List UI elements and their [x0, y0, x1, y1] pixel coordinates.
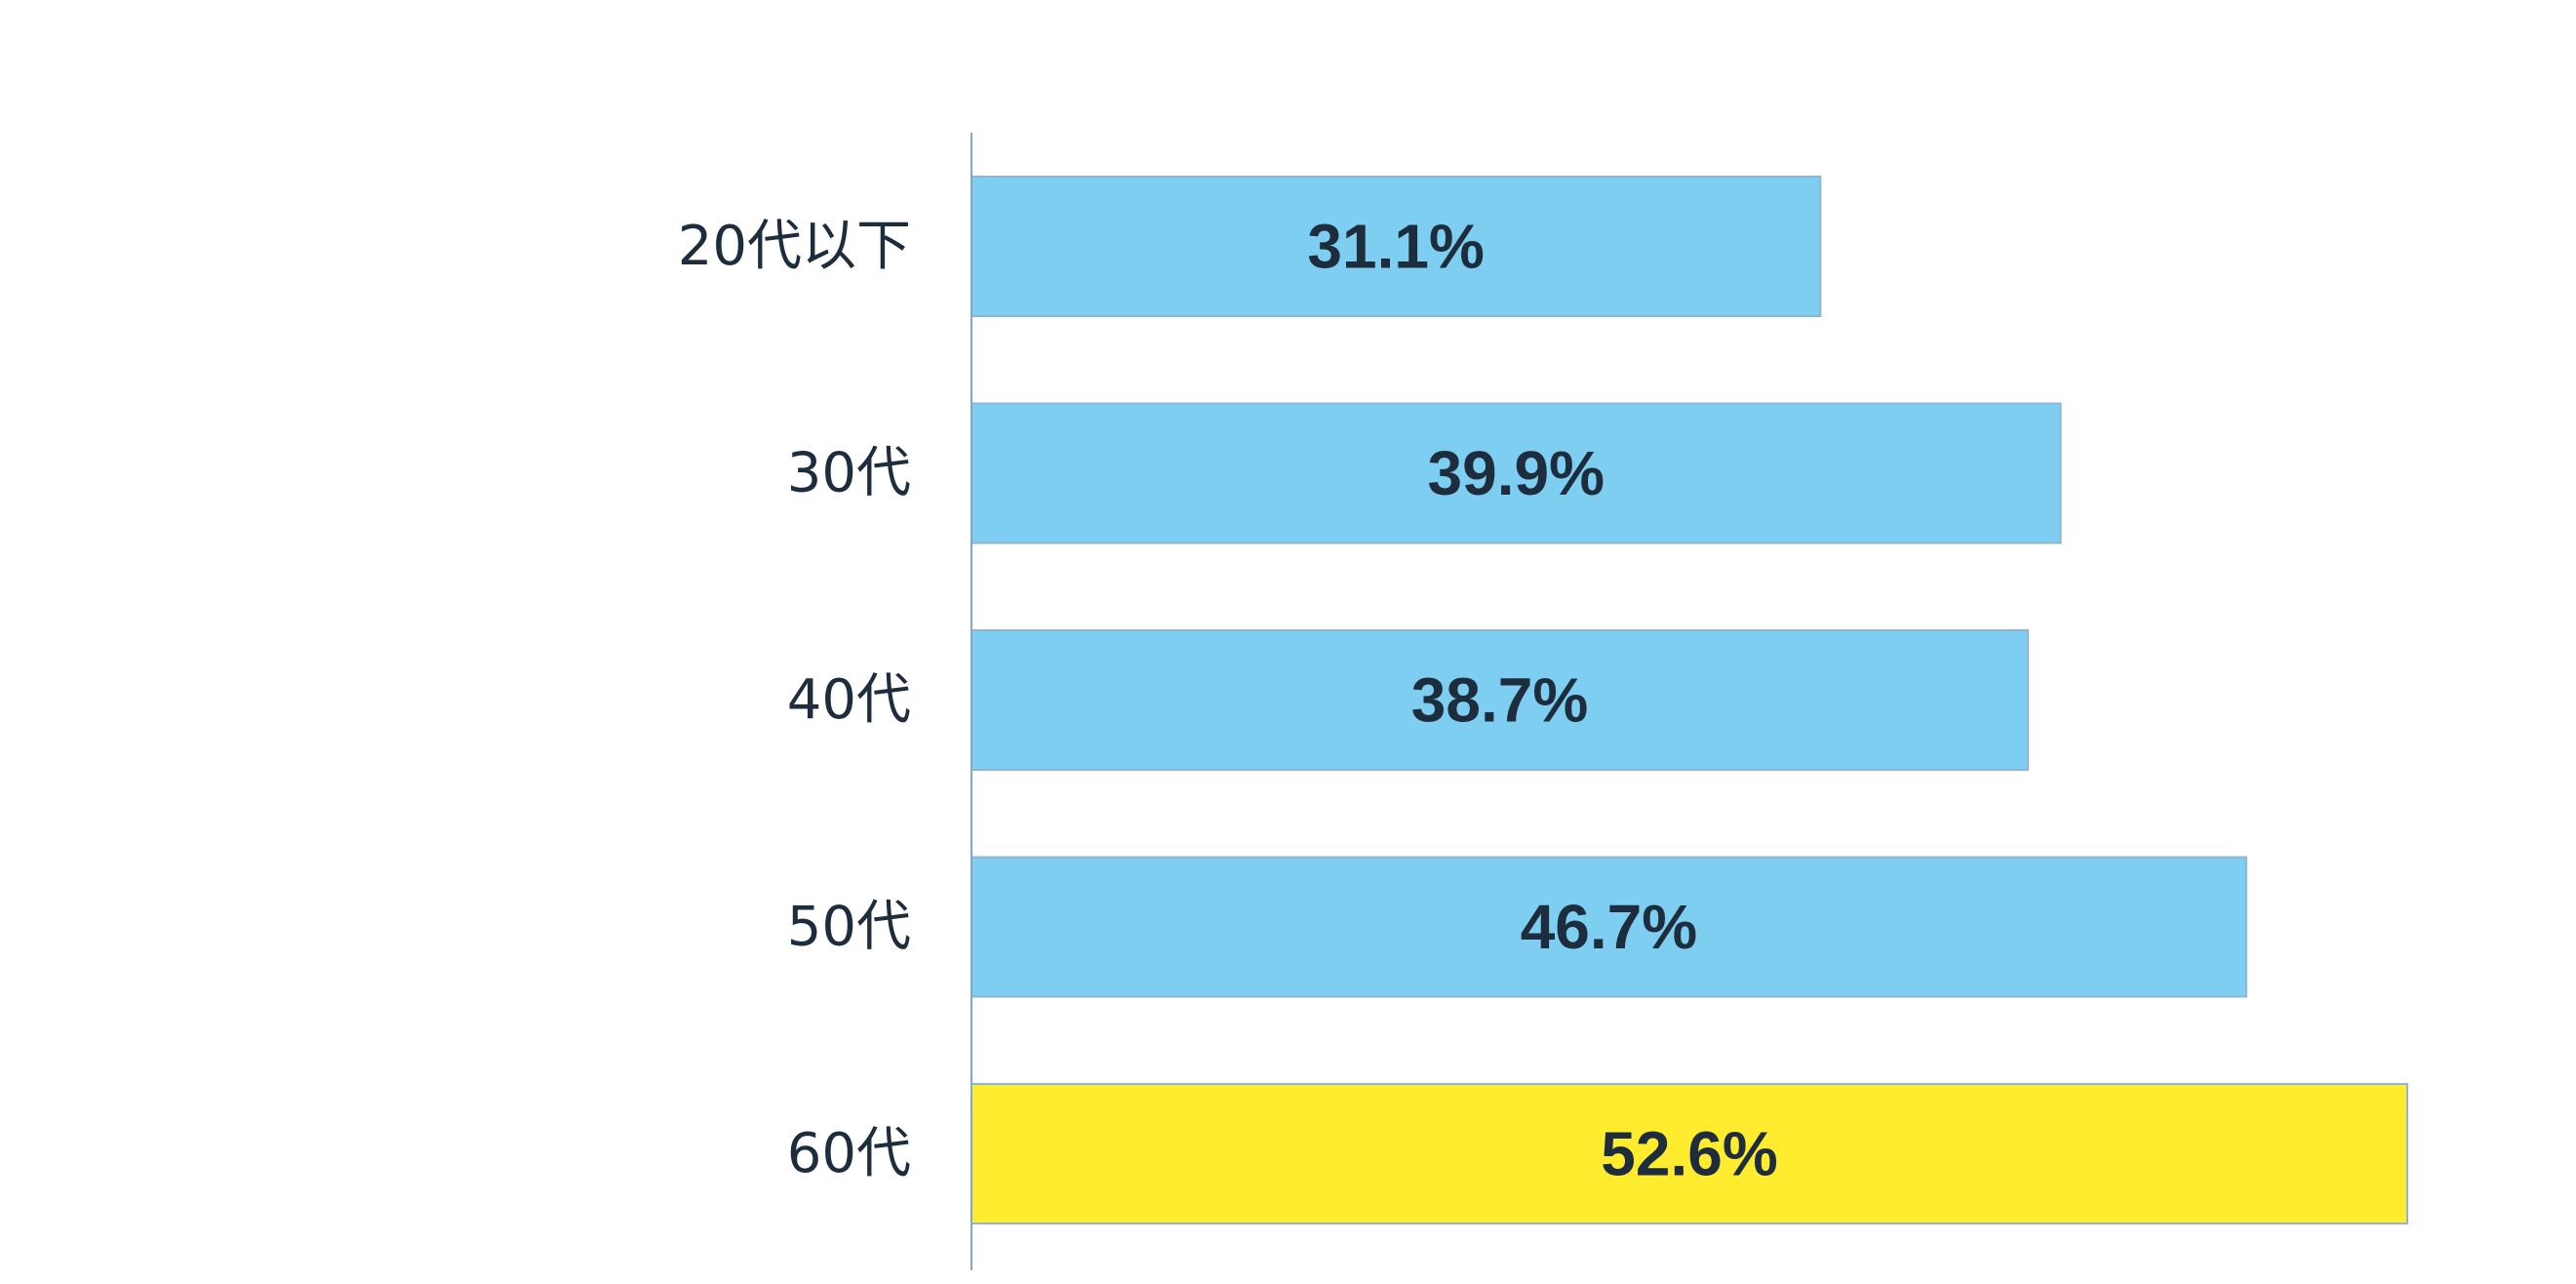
value-label-4: 46.7%: [1521, 892, 1697, 962]
bar-1: [971, 176, 1822, 317]
bars-layer: [971, 176, 2408, 1224]
category-label-2: 30代: [787, 442, 911, 505]
category-label-5: 60代: [787, 1122, 911, 1185]
bar-5: [971, 1083, 2408, 1224]
category-label-1: 20代以下: [678, 215, 911, 278]
bar-2: [971, 402, 2062, 544]
category-labels: 20代以下 30代 40代 50代 60代: [678, 215, 911, 1185]
value-labels: 31.1% 39.9% 38.7% 46.7% 52.6%: [1307, 212, 1777, 1189]
bar-3: [971, 629, 2030, 771]
value-label-3: 38.7%: [1411, 665, 1588, 736]
bar-4: [971, 856, 2247, 998]
value-label-2: 39.9%: [1428, 438, 1605, 508]
category-label-3: 40代: [787, 668, 911, 732]
value-label-5: 52.6%: [1601, 1119, 1777, 1189]
value-label-1: 31.1%: [1307, 212, 1484, 282]
category-label-4: 50代: [787, 896, 911, 959]
